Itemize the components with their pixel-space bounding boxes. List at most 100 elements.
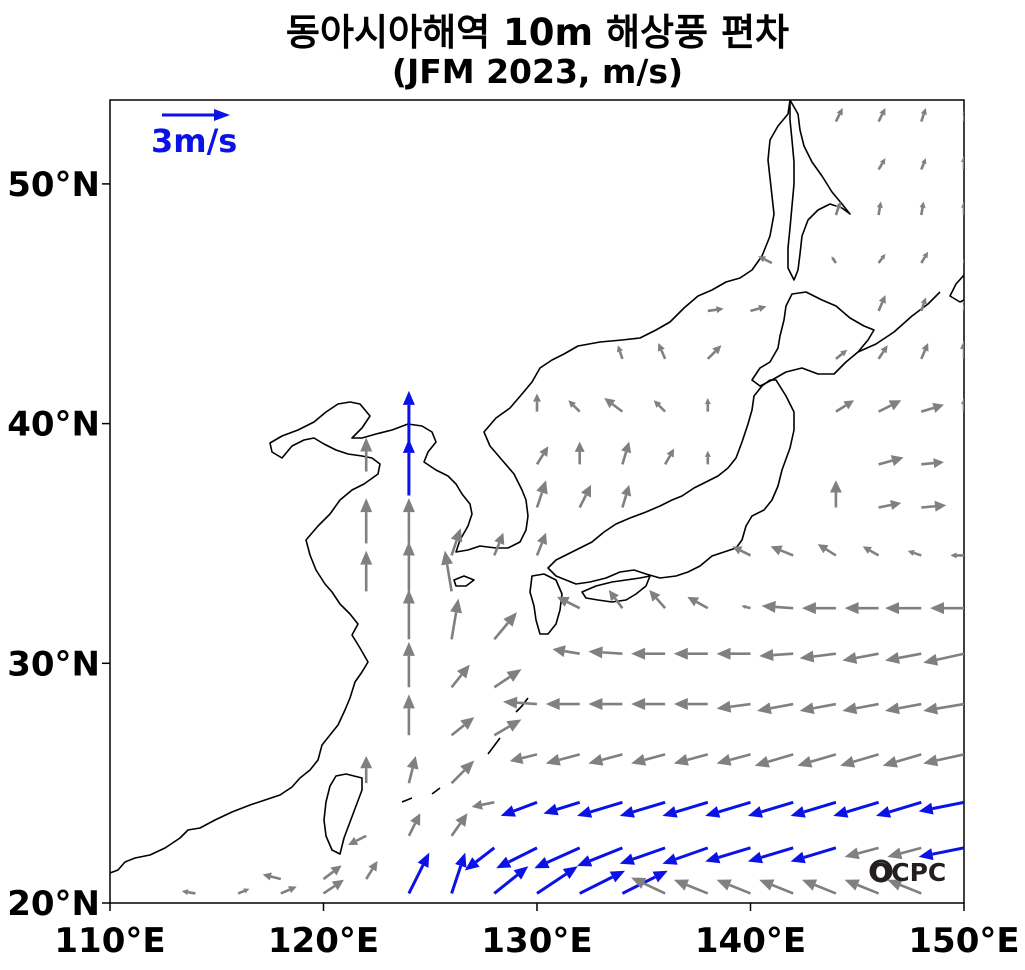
wind-vector: [923, 652, 964, 666]
wind-vector-strong: [450, 852, 467, 894]
wind-vector-shaft: [589, 846, 623, 863]
wind-vector-head: [494, 532, 505, 545]
wind-vector: [687, 596, 709, 610]
wind-vector-head: [545, 754, 561, 766]
wind-vector-head: [577, 806, 593, 818]
wind-vector-strong: [619, 846, 666, 865]
wind-vector-shaft: [932, 846, 964, 856]
wind-vector-head: [923, 702, 938, 715]
wind-vector-head: [918, 848, 934, 861]
wind-vector-shaft: [521, 753, 538, 760]
wind-vector: [878, 455, 904, 467]
wind-vector-head: [496, 856, 512, 869]
x-tick-label: 150°E: [908, 921, 1019, 961]
wind-vector-head: [652, 870, 668, 883]
wind-vector-head: [657, 343, 665, 352]
wind-vector-shaft: [535, 453, 545, 466]
wind-vector-shaft: [898, 652, 922, 660]
wind-vector: [882, 753, 922, 768]
y-tick-label: 20°N: [7, 884, 100, 924]
wind-vector-strong: [543, 800, 581, 816]
wind-vector: [756, 702, 794, 715]
wind-vector-shaft: [920, 349, 927, 360]
wind-vector: [885, 702, 922, 715]
coastline-sakhalin: [787, 100, 851, 281]
wind-vector-head: [862, 546, 872, 554]
coastline-ryukyu: [401, 697, 529, 803]
wind-vector-head: [879, 107, 886, 116]
wind-vector: [348, 834, 367, 845]
y-tick-label: 30°N: [7, 644, 100, 684]
wind-vector-shaft: [572, 404, 581, 413]
wind-vector-head: [840, 756, 856, 768]
wind-vector-head: [890, 500, 902, 510]
wind-vector-shaft: [621, 494, 628, 508]
wind-vector: [844, 879, 880, 895]
wind-vector-strong: [875, 800, 922, 818]
wind-vector-head: [631, 698, 646, 711]
wind-vector-head: [887, 847, 903, 860]
wind-vector: [280, 886, 297, 895]
wind-vector-shaft: [718, 846, 751, 859]
wind-vector-shaft: [814, 883, 837, 895]
wind-vector-shaft: [535, 542, 544, 556]
wind-vector-head: [577, 855, 593, 867]
wind-vector-head: [843, 400, 855, 410]
wind-vector-shaft: [686, 883, 709, 895]
wind-vector-head: [653, 400, 662, 408]
wind-vector: [365, 860, 378, 880]
wind-vector-head: [503, 696, 518, 709]
wind-vector-shaft: [855, 652, 879, 660]
wind-vector-shaft: [853, 753, 879, 764]
wind-vectors: [181, 107, 964, 896]
wind-vector-head: [747, 806, 764, 818]
wind-vector-head: [801, 602, 816, 615]
wind-vector-strong: [662, 800, 709, 818]
wind-vector-strong: [577, 846, 623, 867]
wind-vector-shaft: [936, 652, 964, 662]
wind-vector-head: [243, 888, 250, 894]
wind-vector-head: [456, 664, 470, 679]
wind-vector-shaft: [877, 350, 885, 360]
wind-vector-head: [402, 589, 415, 604]
wind-vector-shaft: [729, 753, 751, 762]
wind-vector-strong: [579, 870, 626, 895]
wind-vector: [402, 694, 415, 736]
wind-vector-shaft: [920, 113, 926, 122]
wind-vector-head: [410, 813, 421, 826]
wind-vector-shaft: [920, 162, 926, 170]
wind-vector-shaft: [803, 846, 837, 859]
wind-vector: [960, 340, 964, 359]
wind-vector-strong: [500, 800, 538, 817]
y-tick-label: 50°N: [7, 165, 100, 205]
wind-vector-shaft: [900, 846, 922, 855]
wind-vector-head: [534, 857, 550, 869]
wind-vector-head: [756, 702, 772, 715]
wind-vector-head: [844, 847, 860, 860]
wind-vector-head: [934, 500, 947, 512]
wind-vector: [923, 753, 964, 767]
wind-vector: [657, 343, 667, 360]
wind-vector-head: [885, 702, 900, 715]
wind-vector-shaft: [564, 649, 580, 655]
wind-vector-shaft: [706, 350, 717, 360]
wind-vector-head: [829, 480, 842, 493]
wind-vector: [360, 437, 373, 472]
wind-vector: [801, 602, 836, 615]
y-tick-label: 40°N: [7, 405, 100, 445]
wind-vector-strong: [536, 866, 578, 895]
wind-vector-head: [960, 340, 964, 349]
wind-vector: [450, 717, 475, 737]
wind-vector-shaft: [535, 492, 544, 508]
wind-vector-shaft: [877, 162, 884, 171]
wind-vector: [801, 879, 837, 895]
wind-vector-head: [890, 455, 904, 467]
wind-vector-head: [181, 889, 189, 896]
wind-vector-shaft: [877, 257, 884, 264]
wind-vector: [961, 201, 964, 216]
wind-vector-head: [604, 398, 616, 409]
wind-vector: [631, 753, 666, 766]
wind-vector: [402, 541, 415, 592]
wind-vector: [878, 400, 902, 413]
wind-vector: [920, 251, 929, 264]
